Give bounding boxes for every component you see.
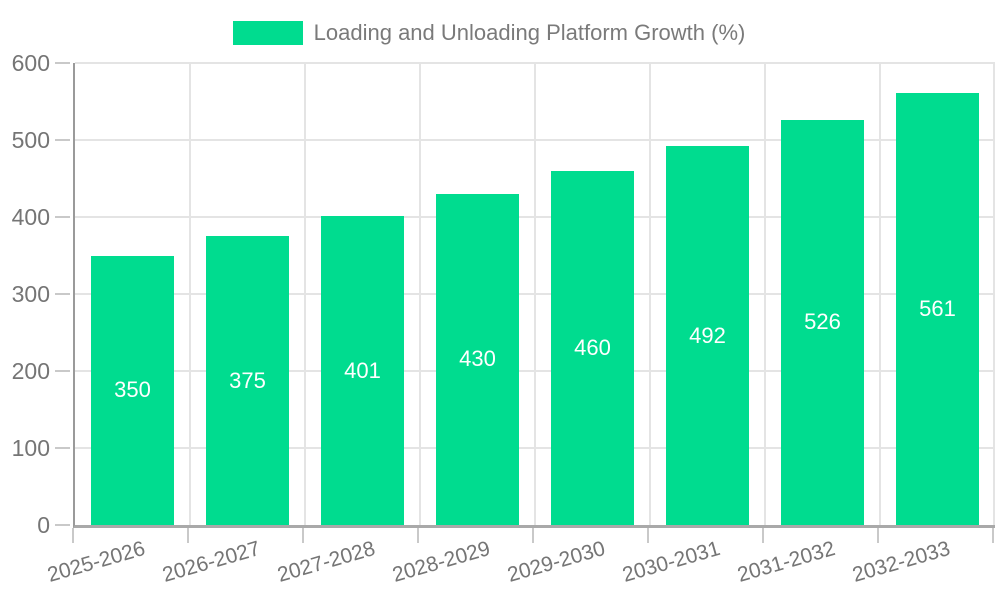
y-tick-label: 200 [11, 358, 50, 384]
x-axis-tick [762, 528, 764, 543]
x-tick-label: 2029-2030 [504, 537, 608, 587]
y-axis-tick [55, 139, 70, 141]
bar-value-label: 526 [804, 309, 841, 335]
bar[interactable]: 492 [666, 146, 749, 525]
x-axis-tick [992, 528, 994, 543]
bar[interactable]: 430 [436, 193, 519, 525]
bar-value-label: 430 [459, 346, 496, 372]
bar-value-label: 401 [344, 357, 381, 383]
bar[interactable]: 375 [206, 236, 289, 525]
plot-area: 350 375 401 430 460 492 526 561 [73, 62, 995, 528]
gridline-vertical [534, 63, 536, 525]
y-axis-tick [55, 370, 70, 372]
bar[interactable]: 350 [91, 255, 174, 525]
x-axis-tick [877, 528, 879, 543]
x-axis-tick [532, 528, 534, 543]
y-tick-label: 400 [11, 204, 50, 230]
y-axis-tick [55, 447, 70, 449]
gridline-vertical [419, 63, 421, 525]
gridline-vertical [189, 63, 191, 525]
x-tick-label: 2025-2026 [44, 537, 148, 587]
x-tick-label: 2026-2027 [159, 537, 263, 587]
x-tick-label: 2028-2029 [389, 537, 493, 587]
x-axis-tick [72, 528, 74, 543]
y-tick-label: 300 [11, 281, 50, 307]
y-axis-tick [55, 293, 70, 295]
chart-legend[interactable]: Loading and Unloading Platform Growth (%… [0, 20, 989, 46]
legend-swatch [232, 21, 303, 45]
y-tick-label: 500 [11, 127, 50, 153]
gridline-vertical [993, 63, 995, 525]
gridline-vertical [304, 63, 306, 525]
x-tick-label: 2027-2028 [274, 537, 378, 587]
x-tick-label: 2031-2032 [734, 537, 838, 587]
gridline-vertical [879, 63, 881, 525]
x-tick-label: 2032-2033 [849, 537, 953, 587]
bar-value-label: 492 [689, 322, 726, 348]
bar[interactable]: 561 [896, 93, 979, 525]
bar[interactable]: 526 [781, 119, 864, 525]
y-axis-tick [55, 216, 70, 218]
x-axis-tick [647, 528, 649, 543]
bar-value-label: 460 [574, 334, 611, 360]
legend-label: Loading and Unloading Platform Growth (%… [313, 20, 746, 45]
x-axis-tick [417, 528, 419, 543]
bar-value-label: 350 [114, 377, 151, 403]
gridline-vertical [764, 63, 766, 525]
y-axis-tick [55, 62, 70, 64]
bar[interactable]: 460 [551, 170, 634, 525]
bar-value-label: 375 [229, 367, 266, 393]
bar-value-label: 561 [919, 296, 956, 322]
x-axis-tick [187, 528, 189, 543]
y-tick-label: 600 [11, 50, 50, 76]
x-tick-label: 2030-2031 [619, 537, 723, 587]
bar[interactable]: 401 [321, 216, 404, 525]
y-axis-tick [55, 524, 70, 526]
x-axis-tick [302, 528, 304, 543]
y-tick-label: 100 [11, 435, 50, 461]
gridline-vertical [649, 63, 651, 525]
y-tick-label: 0 [37, 512, 50, 538]
